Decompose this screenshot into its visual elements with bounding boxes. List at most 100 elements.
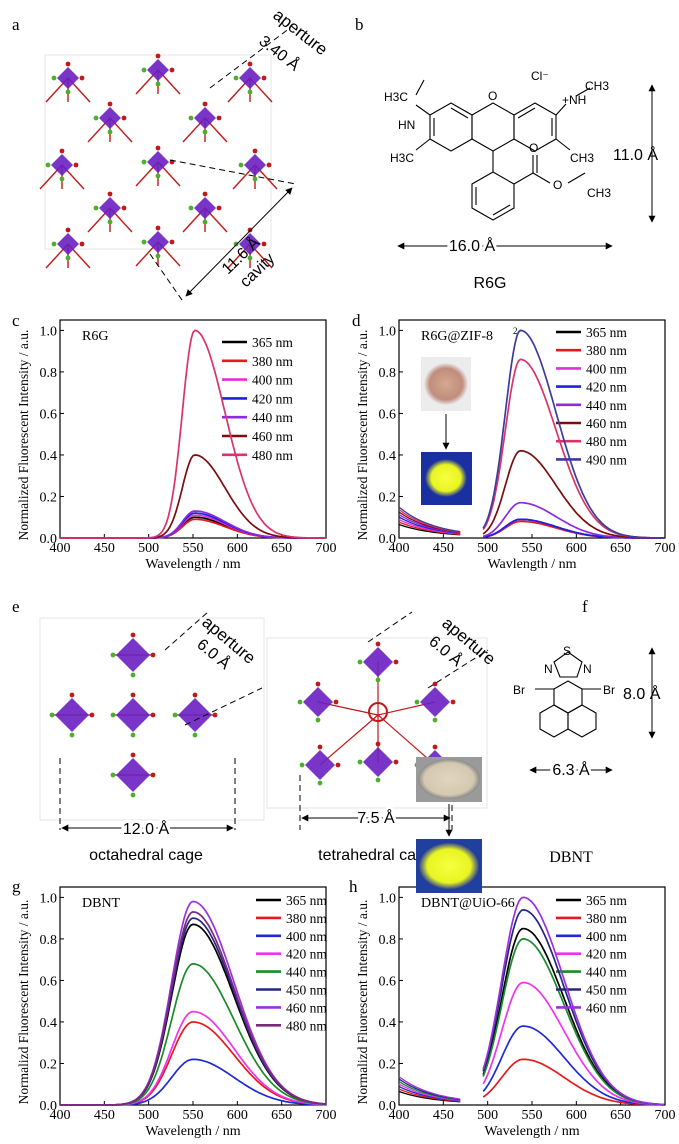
carbon-atom bbox=[130, 732, 136, 738]
x-tick-label: 450 bbox=[94, 541, 115, 556]
oxygen-atom bbox=[169, 239, 175, 245]
oxygen-atom bbox=[65, 61, 71, 67]
ring-center bbox=[471, 102, 515, 152]
x-tick-label: 500 bbox=[138, 541, 159, 556]
legend-label: 450 nm bbox=[586, 983, 627, 998]
plot-frame bbox=[59, 319, 327, 539]
oxygen-atom bbox=[89, 712, 95, 718]
x-tick-label: 550 bbox=[522, 541, 543, 556]
legend-label: 365 nm bbox=[586, 893, 627, 908]
carbon-atom bbox=[375, 777, 381, 783]
oxygen-atom bbox=[216, 115, 222, 121]
oxygen-atom bbox=[202, 101, 208, 107]
thiadiazole-ring bbox=[553, 651, 583, 678]
y-tick-label: 0.2 bbox=[379, 490, 397, 505]
x-tick-label: 450 bbox=[433, 541, 454, 556]
metal-polyhedron bbox=[305, 750, 335, 780]
y-tick-label: 0.2 bbox=[379, 1057, 397, 1072]
carbon-atom bbox=[317, 780, 323, 786]
oxygen-atom bbox=[107, 191, 113, 197]
x-tick-label: 400 bbox=[389, 1108, 410, 1123]
atom-o-ester: O bbox=[553, 178, 562, 192]
oxygen-atom bbox=[150, 652, 156, 658]
carbon-atom bbox=[414, 699, 420, 705]
x-tick-label: 600 bbox=[227, 541, 248, 556]
chart-g-dbnt: 400 450 500 550 600 650 700 0.0 0.2 0.4 0.6 0.8 1.0 W… bbox=[16, 886, 337, 1139]
benzo-ring-lower-right bbox=[567, 704, 597, 738]
legend-label: 380 nm bbox=[586, 343, 627, 358]
oxygen-atom bbox=[79, 241, 85, 247]
phenyl-linker bbox=[368, 702, 388, 722]
panel-letter-h: h bbox=[349, 877, 358, 896]
panel-letter-c: c bbox=[12, 311, 20, 330]
y-tick-label: 0.0 bbox=[40, 532, 58, 547]
legend-label: 480 nm bbox=[286, 1018, 327, 1033]
y-axis-label: Normalizd Fluorescent Intensity / a.u. bbox=[355, 900, 370, 1105]
oxygen-atom bbox=[393, 659, 399, 665]
legend-label: 380 nm bbox=[586, 911, 627, 926]
metal-polyhedron bbox=[147, 151, 169, 173]
panel-letter-b: b bbox=[355, 15, 364, 34]
chart-title: DBNT bbox=[82, 896, 121, 911]
x-tick-label: 650 bbox=[610, 1108, 631, 1123]
carbon-atom bbox=[45, 162, 51, 168]
carbon-atom bbox=[107, 219, 113, 225]
carbon-atom bbox=[130, 672, 136, 678]
oxygen-atom bbox=[192, 692, 198, 698]
y-tick-label: 1.0 bbox=[40, 891, 58, 906]
legend-label: 490 nm bbox=[586, 452, 627, 467]
x-tick-label: 450 bbox=[433, 1108, 454, 1123]
atom-br-left: Br bbox=[513, 683, 525, 697]
r6g-atom-labels: H3C HN O Cl⁻ +NH CH3 H3C CH3 O O CH3 bbox=[384, 69, 611, 200]
x-tick-label: 600 bbox=[566, 1108, 587, 1123]
spectrum-line bbox=[60, 329, 326, 539]
oxygen-atom bbox=[130, 632, 136, 638]
oxygen-atom bbox=[73, 162, 79, 168]
oxygen-atom bbox=[216, 205, 222, 211]
carbon-atom bbox=[192, 732, 198, 738]
legend-label: 480 nm bbox=[252, 448, 293, 463]
spectrum-line bbox=[482, 1058, 665, 1106]
cavity-guide-line-top bbox=[169, 159, 297, 185]
atom-br-right: Br bbox=[603, 683, 615, 697]
x-tick-label: 700 bbox=[655, 1108, 676, 1123]
molecule-name-f: DBNT bbox=[549, 849, 593, 866]
legend-label: 420 nm bbox=[252, 391, 293, 406]
spectrum-line bbox=[482, 329, 665, 539]
y-axis-label: Normalized Fluorescent Intensity / a.u. bbox=[355, 330, 370, 541]
oxygen-atom bbox=[79, 75, 85, 81]
x-tick-label: 400 bbox=[50, 1108, 71, 1123]
oxygen-atom bbox=[155, 53, 161, 59]
carbon-atom bbox=[432, 717, 438, 723]
y-tick-label: 0.8 bbox=[379, 366, 397, 381]
legend-label: 460 nm bbox=[586, 416, 627, 431]
carbon-atom bbox=[107, 129, 113, 135]
legend-label: 420 nm bbox=[286, 947, 327, 962]
oxygen-atom bbox=[150, 712, 156, 718]
x-tick-label: 700 bbox=[316, 1108, 337, 1123]
y-tick-label: 0.4 bbox=[40, 449, 58, 464]
oxygen-atom bbox=[150, 772, 156, 778]
carbon-atom bbox=[141, 159, 147, 165]
x-tick-label: 650 bbox=[610, 541, 631, 556]
legend-label: 450 nm bbox=[286, 983, 327, 998]
x-tick-label: 650 bbox=[271, 541, 292, 556]
oxygen-atom bbox=[375, 641, 381, 647]
y-axis-label: Normalizd Fluorescent Intensity / a.u. bbox=[16, 900, 31, 1105]
legend-label: 460 nm bbox=[586, 1000, 627, 1015]
atom-o-carbonyl: O bbox=[529, 141, 538, 155]
atom-hn: HN bbox=[398, 118, 415, 132]
aperture-guide-line bbox=[209, 27, 291, 89]
ring-left bbox=[429, 102, 473, 152]
metal-polyhedron bbox=[99, 107, 121, 129]
x-tick-label: 550 bbox=[522, 1108, 543, 1123]
x-axis-label: Wavelength / nm bbox=[145, 1124, 240, 1139]
x-tick-label: 500 bbox=[477, 541, 498, 556]
x-tick-label: 400 bbox=[50, 541, 71, 556]
oxygen-atom bbox=[130, 752, 136, 758]
y-tick-label: 1.0 bbox=[40, 324, 58, 339]
legend-label: 460 nm bbox=[286, 1000, 327, 1015]
metal-polyhedron bbox=[244, 154, 266, 176]
carbon-atom bbox=[233, 75, 239, 81]
carbon-atom bbox=[110, 712, 116, 718]
